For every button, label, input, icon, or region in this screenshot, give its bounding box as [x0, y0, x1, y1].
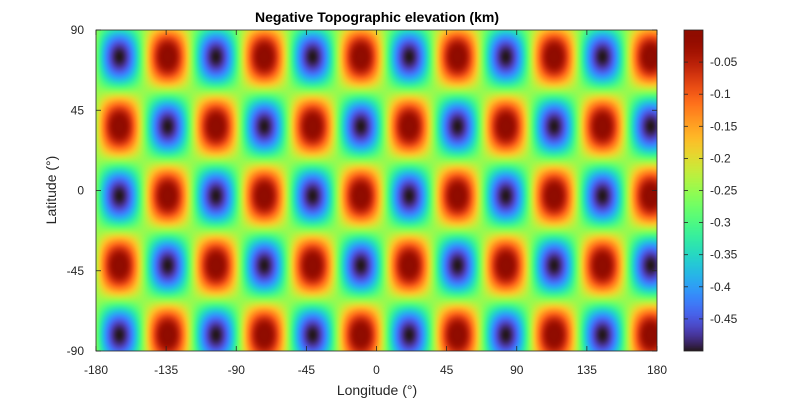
- colorbar-gradient: [684, 30, 703, 351]
- y-axis-ticks: -90 -45 0 45 90: [67, 23, 657, 358]
- chart-title: Negative Topographic elevation (km): [255, 9, 499, 25]
- x-tick-label: -135: [154, 363, 178, 377]
- x-axis-ticks: -180 -135 -90 -45 0 45 90 135 180: [84, 30, 667, 377]
- colorbar-tick-label: -0.4: [710, 280, 731, 294]
- x-tick-label: 135: [577, 363, 597, 377]
- colorbar-tick-label: -0.3: [710, 216, 731, 230]
- colorbar: -0.45 -0.4 -0.35 -0.3 -0.25 -0.2 -0.15 -0.1 -0.0…: [683, 29, 738, 352]
- colorbar-tick-label: -0.1: [710, 87, 731, 101]
- colorbar-tick-label: -0.05: [710, 55, 738, 69]
- y-axis-label: Latitude (°): [43, 156, 59, 225]
- colorbar-tick-label: -0.25: [710, 184, 738, 198]
- x-axis-label: Longitude (°): [337, 382, 417, 398]
- plot-area: [95, 29, 658, 352]
- colorbar-tick-label: -0.45: [710, 312, 738, 326]
- colorbar-tick-label: -0.35: [710, 248, 738, 262]
- y-tick-label: 45: [71, 103, 85, 117]
- y-tick-label: -45: [67, 264, 85, 278]
- colorbar-tick-label: -0.2: [710, 151, 731, 165]
- heatmap-canvas: [96, 30, 657, 351]
- y-tick-label: 0: [77, 184, 84, 198]
- colorbar-ticks: -0.45 -0.4 -0.35 -0.3 -0.25 -0.2 -0.15 -0.1 -0.0…: [684, 55, 738, 326]
- colorbar-tick-label: -0.15: [710, 119, 738, 133]
- x-tick-label: 180: [647, 363, 667, 377]
- y-tick-label: -90: [67, 344, 85, 358]
- x-tick-label: 0: [373, 363, 380, 377]
- y-tick-label: 90: [71, 23, 85, 37]
- x-tick-label: 90: [510, 363, 524, 377]
- x-tick-label: -90: [228, 363, 246, 377]
- x-tick-label: 45: [440, 363, 454, 377]
- x-tick-label: -45: [298, 363, 316, 377]
- x-tick-label: -180: [84, 363, 108, 377]
